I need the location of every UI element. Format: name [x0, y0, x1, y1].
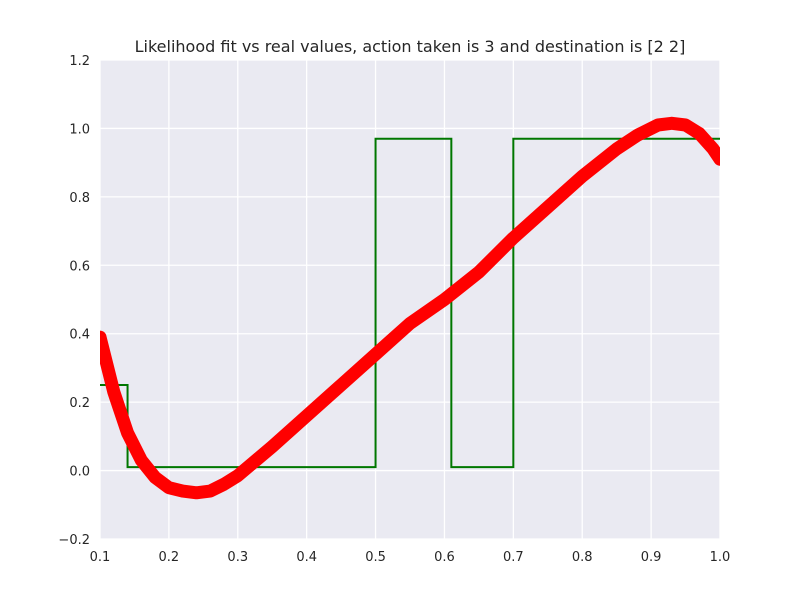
x-tick-label: 0.1: [90, 550, 111, 565]
y-tick-label: 0.2: [69, 396, 90, 411]
y-tick-label: 0.0: [69, 465, 90, 480]
tick-labels: 0.1 0.2 0.3 0.4 0.5 0.6 0.7 0.8 0.9 1.0 −0.2 0.0 0.2…: [58, 54, 730, 565]
series-layer: [100, 116, 720, 500]
y-tick-label: 0.6: [69, 259, 90, 274]
x-tick-label: 1.0: [710, 550, 731, 565]
plot-area: [100, 60, 720, 539]
y-tick-label: −0.2: [58, 533, 90, 548]
x-tick-label: 0.5: [365, 550, 386, 565]
x-tick-label: 0.9: [641, 550, 662, 565]
chart-title: Likelihood fit vs real values, action ta…: [135, 37, 686, 56]
y-tick-label: 1.0: [69, 122, 90, 137]
x-tick-label: 0.6: [434, 550, 455, 565]
gridlines: [99, 59, 721, 540]
series-fit-curve: [100, 116, 720, 500]
x-tick-label: 0.2: [159, 550, 180, 565]
x-tick-label: 0.3: [227, 550, 248, 565]
x-tick-label: 0.7: [503, 550, 524, 565]
x-tick-label: 0.8: [572, 550, 593, 565]
y-tick-label: 0.4: [69, 328, 90, 343]
y-tick-label: 1.2: [69, 54, 90, 69]
y-tick-label: 0.8: [69, 191, 90, 206]
x-tick-label: 0.4: [296, 550, 317, 565]
